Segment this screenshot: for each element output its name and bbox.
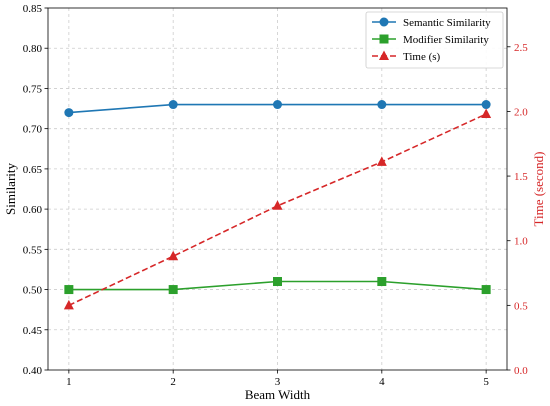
y-tick-label: 0.85: [23, 3, 43, 15]
ticks: 1 2 3 4 5 0.40 0.45 0.50 0.55 0.60 0.65 0.70 0.75 0.8…: [23, 3, 529, 388]
y-tick-label: 0.80: [23, 43, 43, 55]
y2-tick-label: 1.0: [514, 236, 528, 248]
data-point: [64, 108, 74, 118]
x-tick-label: 3: [275, 376, 281, 388]
data-point: [377, 100, 387, 110]
data-point: [273, 277, 282, 287]
x-tick-label: 4: [379, 376, 385, 388]
data-point: [377, 277, 387, 287]
series-2: [63, 108, 492, 310]
y-tick-label: 0.40: [23, 365, 43, 377]
legend-box: [365, 11, 504, 69]
y2-axis-label: Time (second): [531, 152, 546, 227]
legend-label: Modifier Similarity: [403, 34, 489, 46]
y-tick-label: 0.50: [23, 285, 43, 297]
series-line: [68, 113, 487, 307]
y-tick-label: 0.75: [23, 83, 43, 95]
data-point: [481, 100, 491, 110]
legend-label: Semantic Similarity: [403, 17, 491, 29]
data-point: [481, 285, 491, 295]
y-axis-label: Similarity: [3, 163, 18, 216]
data-point: [376, 156, 387, 166]
data-point: [272, 200, 283, 210]
x-tick-label: 2: [170, 376, 176, 388]
data-point: [168, 285, 178, 295]
y2-tick-label: 0.5: [514, 300, 528, 312]
legend-marker: [379, 34, 389, 44]
legend-marker: [379, 17, 389, 27]
data-point: [273, 100, 282, 110]
legend: Semantic Similarity Modifier Similarity Ti…: [365, 11, 504, 69]
y-tick-label: 0.65: [23, 164, 43, 176]
y2-tick-label: 1.5: [514, 171, 528, 183]
y2-tick-label: 2.0: [514, 106, 528, 118]
data-point: [168, 250, 179, 261]
y-tick-label: 0.45: [23, 325, 43, 337]
data-point: [168, 100, 178, 110]
y-tick-label: 0.55: [23, 244, 43, 256]
legend-marker: [379, 50, 389, 60]
x-tick-label: 5: [483, 376, 489, 388]
data-point: [64, 285, 74, 295]
data-point: [63, 299, 74, 310]
series-layer: [63, 100, 492, 310]
data-point: [481, 108, 492, 119]
y-tick-label: 0.60: [23, 204, 43, 216]
series-0: [64, 100, 491, 118]
x-tick-label: 1: [66, 376, 72, 388]
y2-tick-label: 0.0: [514, 365, 528, 377]
legend-label: Time (s): [403, 51, 441, 63]
y2-tick-label: 2.5: [514, 42, 528, 54]
y-tick-label: 0.70: [23, 124, 43, 136]
x-axis-label: Beam Width: [245, 387, 311, 402]
series-1: [64, 277, 491, 295]
